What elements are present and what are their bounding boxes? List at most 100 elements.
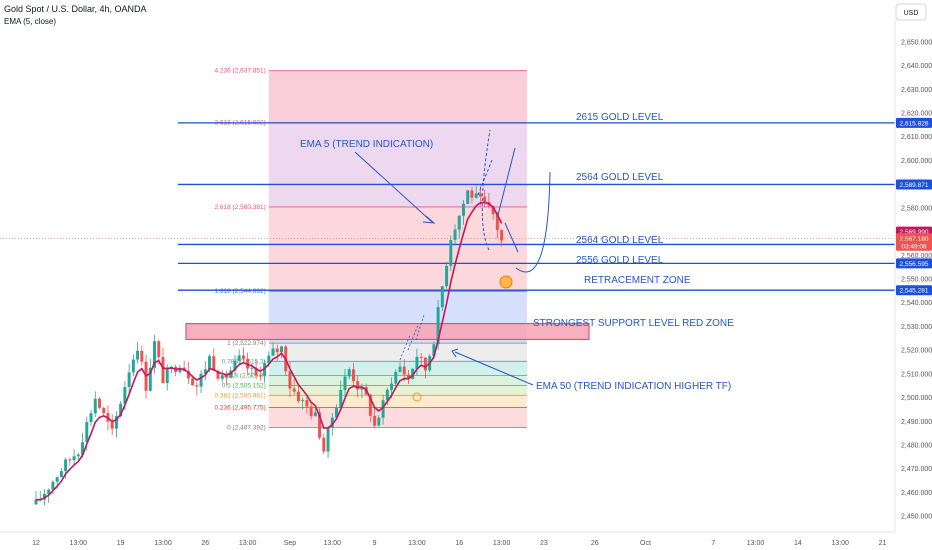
candle-body [161, 357, 165, 384]
price-axis[interactable]: 2,450.000 2,460.000 2,470.000 2,480.000 2,49… [894, 20, 932, 532]
level-tag-0 [896, 117, 932, 128]
candle-body [271, 348, 275, 356]
candle-body [224, 375, 228, 378]
candle-body [500, 230, 504, 241]
candle-body [470, 190, 474, 198]
current-price-tag-1 [896, 233, 932, 244]
time-tick: 14 [794, 540, 802, 547]
ema50-annotation: EMA 50 (TREND INDICATION HIGHER TF) [536, 381, 731, 392]
candle-body [411, 368, 415, 379]
price-tick: 2,650.000 [901, 39, 932, 46]
candle-body [123, 386, 127, 404]
currency-button[interactable]: USD [895, 3, 927, 21]
candle-body [72, 456, 76, 461]
price-tick: 2,560.000 [901, 253, 932, 260]
candle-body [394, 371, 398, 384]
time-tick: 13:00 [239, 540, 257, 547]
candle-body [241, 355, 245, 359]
time-tick: 16 [455, 540, 463, 547]
candle-body [406, 374, 410, 379]
candle-body [59, 471, 63, 478]
fib-ext-label-3: 1.618 (2,544.862) [214, 288, 265, 295]
time-tick: 19 [117, 540, 125, 547]
horizontal-levels [0, 122, 895, 291]
level-2564-lower-label: 2564 GOLD LEVEL [576, 235, 664, 246]
candle-body [131, 359, 135, 373]
candle-body [432, 344, 436, 357]
ema5-annotation: EMA 5 (TREND INDICATION) [300, 139, 433, 150]
candle-body [254, 367, 258, 376]
candle-body [203, 369, 207, 374]
ema50-arrow-head [451, 348, 459, 358]
candle-body [42, 493, 46, 500]
currency-label: USD [904, 10, 919, 17]
candle-body [64, 459, 68, 472]
candle-body [47, 489, 51, 494]
candle-body [93, 398, 97, 414]
candles [34, 185, 504, 506]
candle-body [313, 412, 317, 417]
price-tick: 2,620.000 [901, 111, 932, 118]
candle-body [360, 386, 364, 390]
price-tick: 2,640.000 [901, 63, 932, 70]
candle-body [309, 406, 313, 417]
candle-body [263, 363, 267, 376]
candle-body [292, 388, 296, 392]
time-tick: 23 [540, 540, 548, 547]
candle-body [398, 366, 402, 372]
level-tag-text-3: 2,556.595 [900, 261, 929, 268]
candle-body [423, 357, 427, 371]
fib-band-1 [268, 122, 527, 207]
level-2556-label: 2556 GOLD LEVEL [576, 255, 664, 266]
candle-body [495, 214, 499, 231]
candle-body [153, 341, 157, 368]
fib-ret-band-4 [268, 395, 527, 408]
candle-body [326, 427, 330, 452]
time-axis[interactable]: 12 13:00 19 13:00 26 13:00 Sep 13:00 9 13:00 16 13:… [0, 531, 895, 547]
candle-body [102, 407, 106, 414]
candle-body [34, 499, 38, 505]
fib-ret-band-5 [268, 407, 527, 428]
candle-body [246, 358, 250, 369]
current-price-text-2: 03:49:06 [901, 243, 927, 250]
time-tick: 13:00 [154, 540, 172, 547]
level-tag-text-0: 2,615.826 [900, 120, 929, 127]
candle-body [68, 459, 72, 461]
fib-ret-label-4: 0.382 (2,500.961) [214, 392, 265, 399]
red-support-zone-layer [185, 322, 590, 341]
candle-body [457, 215, 461, 230]
fib-ret-band-1 [268, 361, 527, 376]
fib-ret-label-0: 1 (2,522.974) [227, 340, 266, 347]
ema-5-line [36, 201, 503, 501]
fib-ext-label-0: 4.236 (2,637.851) [214, 68, 265, 75]
candle-body [466, 190, 470, 204]
price-tick: 2,580.000 [901, 205, 932, 212]
support-zone-label: STRONGEST SUPPORT LEVEL RED ZONE [533, 318, 734, 329]
candle-body [483, 196, 487, 202]
candle-body [343, 376, 347, 390]
time-tick: 13:00 [747, 540, 765, 547]
candle-body [335, 407, 339, 418]
fib-band-0 [268, 70, 527, 123]
candle-body [51, 481, 55, 490]
candle-body [275, 348, 279, 353]
time-tick: Oct [640, 540, 651, 547]
candle-body [89, 413, 93, 423]
level-tag-4 [896, 285, 932, 296]
projection-up-b [477, 159, 493, 196]
fib-ext-label-2: 2.618 (2,580.381) [214, 204, 265, 211]
impulse-arrows [399, 314, 425, 361]
retracement-zone-label: RETRACEMENT ZONE [584, 275, 691, 286]
candle-body [258, 375, 262, 377]
time-tick: 26 [591, 540, 599, 547]
retracement-marker [499, 275, 513, 289]
candle-body [250, 367, 254, 369]
price-tick: 2,550.000 [901, 277, 932, 284]
candle-body [81, 442, 85, 455]
level-2564-upper-label: 2564 GOLD LEVEL [576, 172, 664, 183]
time-tick: 12 [32, 540, 40, 547]
candle-body [279, 346, 283, 353]
ema5-arrow [354, 151, 433, 223]
